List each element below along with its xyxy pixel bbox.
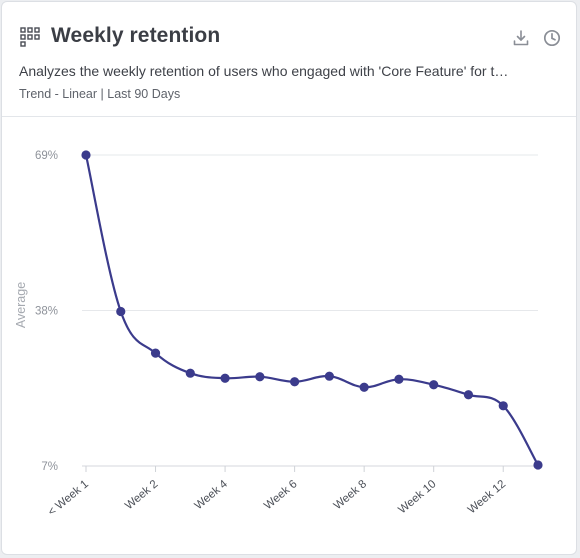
data-point[interactable] <box>220 373 230 383</box>
y-axis-title: Average <box>14 282 28 328</box>
widget-meta: Trend - Linear | Last 90 Days <box>19 87 181 101</box>
data-point[interactable] <box>394 374 404 384</box>
widget-header: Weekly retention Analyzes the weekly ret… <box>2 2 576 117</box>
data-point[interactable] <box>290 377 300 387</box>
x-tick-label: Week 4 <box>193 478 231 513</box>
series-line <box>84 154 539 466</box>
data-point[interactable] <box>533 460 543 470</box>
widget-title: Weekly retention <box>51 24 221 47</box>
x-tick-label: Week 12 <box>466 478 508 516</box>
data-point[interactable] <box>463 390 474 400</box>
x-tick-label: Week 8 <box>332 478 369 512</box>
download-icon[interactable] <box>512 29 530 47</box>
data-point[interactable] <box>429 380 439 390</box>
data-point[interactable] <box>81 150 91 160</box>
data-point[interactable] <box>255 372 265 382</box>
grid-icon <box>20 27 40 47</box>
data-point[interactable] <box>359 382 369 392</box>
history-icon[interactable] <box>543 29 561 47</box>
x-tick-label: < Week 1 <box>46 478 91 518</box>
data-point[interactable] <box>185 368 195 378</box>
y-tick-label: 38% <box>35 306 58 318</box>
x-tick-label: Week 6 <box>262 478 299 512</box>
y-tick-label: 69% <box>35 150 58 162</box>
data-point[interactable] <box>116 306 126 317</box>
y-tick-label: 7% <box>41 461 58 473</box>
data-point[interactable] <box>498 401 508 411</box>
data-point[interactable] <box>324 371 334 381</box>
x-tick-label: Week 2 <box>123 478 160 512</box>
data-point[interactable] <box>150 348 161 358</box>
x-tick-label: Week 10 <box>396 478 438 516</box>
